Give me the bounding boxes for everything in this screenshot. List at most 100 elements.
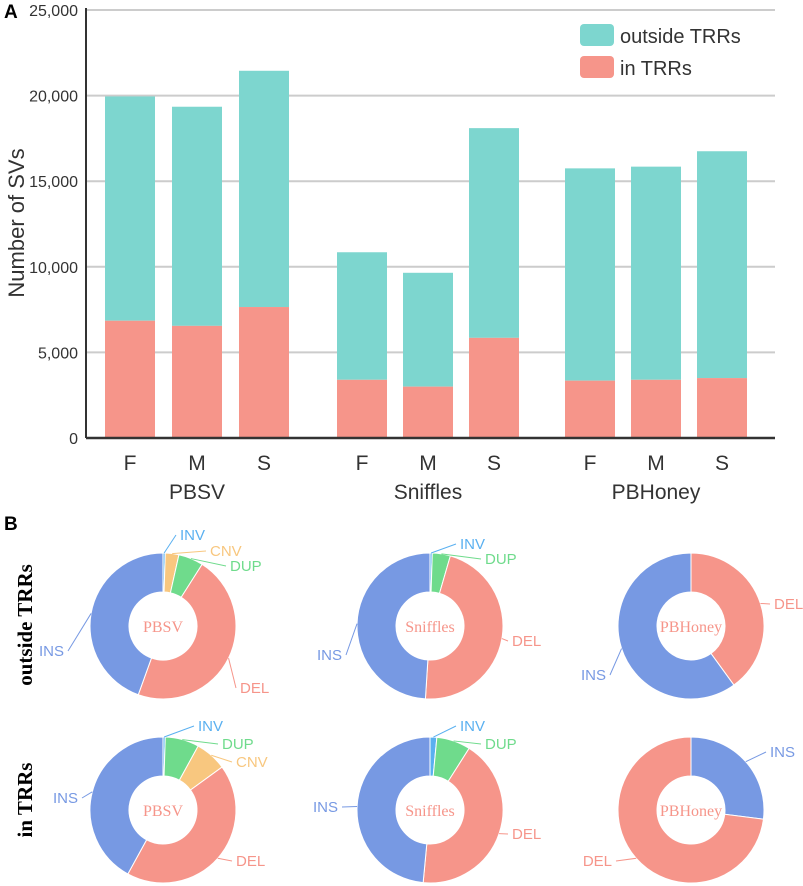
slice-label-cnv: CNV <box>236 754 268 771</box>
bar-in-trrs <box>172 325 222 438</box>
slice-label-del: DEL <box>512 633 541 650</box>
bar-outside-trrs <box>697 151 747 379</box>
y-tick-labels: 0 5,000 10,000 15,000 20,000 25,000 <box>29 3 78 448</box>
callout-line <box>190 558 227 567</box>
group-label: PBSV <box>169 481 225 504</box>
slice-label-del: DEL <box>512 826 541 843</box>
bar-outside-trrs <box>172 106 222 326</box>
axes <box>85 8 775 440</box>
x-tick-label: M <box>419 452 437 475</box>
panel-a-bar-chart: A Number of SVs 0 5,000 10,000 15,000 20,000… <box>4 2 775 504</box>
donut-center-label: PBSV <box>143 803 183 820</box>
slice-label-del: DEL <box>240 680 269 697</box>
donut-center-label: PBSV <box>143 619 183 636</box>
y-tick-label: 0 <box>69 431 78 448</box>
donut-center-label: PBHoney <box>660 803 722 820</box>
slice-label-ins: INS <box>39 643 64 660</box>
bar-in-trrs <box>565 380 615 438</box>
group-labels: PBSV Sniffles PBHoney <box>169 481 701 504</box>
y-tick-label: 10,000 <box>29 260 78 277</box>
slice-label-ins: INS <box>53 790 78 807</box>
slice-label-dup: DUP <box>485 736 517 753</box>
legend-label-in: in TRRs <box>620 58 692 80</box>
bar-outside-trrs <box>105 96 155 321</box>
slice-label-dup: DUP <box>485 551 517 568</box>
slice-label-del: DEL <box>236 853 265 870</box>
slice-label-ins: INS <box>770 744 795 761</box>
callout-line <box>345 623 358 656</box>
x-tick-label: F <box>584 452 597 475</box>
x-tick-label: M <box>647 452 665 475</box>
slice-label-cnv: CNV <box>210 543 242 560</box>
callout-line <box>609 648 623 676</box>
bar-outside-trrs <box>337 252 387 380</box>
donut-grid: PBSVINVCNVDUPINSDELSnifflesINVDUPINSDELP… <box>39 527 803 884</box>
bar-outside-trrs <box>565 168 615 381</box>
slice-label-del: DEL <box>774 596 803 613</box>
callout-line <box>211 754 233 763</box>
slice-label-ins: INS <box>313 799 338 816</box>
callout-line <box>453 740 482 745</box>
slice-del <box>617 736 764 884</box>
x-tick-label: S <box>487 452 501 475</box>
slice-label-inv: INV <box>180 527 205 544</box>
slice-ins <box>617 552 735 700</box>
callout-line <box>182 739 219 745</box>
callout-line <box>441 553 482 560</box>
x-tick-label: F <box>124 452 137 475</box>
y-tick-label: 25,000 <box>29 3 78 20</box>
legend-swatch-in <box>580 56 614 78</box>
bar-in-trrs <box>469 337 519 438</box>
x-tick-label: S <box>715 452 729 475</box>
callout-line <box>615 857 637 862</box>
callout-line <box>163 534 177 554</box>
panel-a-label: A <box>4 2 18 23</box>
slice-label-inv: INV <box>460 718 485 735</box>
callout-line <box>760 602 771 605</box>
slice-label-dup: DUP <box>230 558 262 575</box>
bar-outside-trrs <box>403 272 453 387</box>
group-label: PBHoney <box>612 481 701 504</box>
donut-center-label: Sniffles <box>405 803 454 820</box>
callout-line <box>430 543 457 554</box>
slice-del <box>127 766 237 884</box>
bar-in-trrs <box>105 320 155 438</box>
slice-del <box>424 555 504 700</box>
callout-line <box>172 550 207 555</box>
donut-center-label: Sniffles <box>405 619 454 636</box>
slice-label-inv: INV <box>198 718 223 735</box>
callout-line <box>163 725 195 738</box>
x-tick-label: S <box>257 452 271 475</box>
slice-label-ins: INS <box>581 667 606 684</box>
donut-pbhoney-outside: PBHoney DEL INS <box>581 552 803 700</box>
donut-pbhoney-in: PBHoney INS DEL <box>583 736 795 884</box>
y-axis-label: Number of SVs <box>4 148 29 297</box>
legend-swatch-outside <box>580 24 614 46</box>
callout-line <box>501 638 509 642</box>
callout-line <box>217 857 233 862</box>
donut-center-label: PBHoney <box>660 619 722 636</box>
row-label-in: in TRRs <box>13 763 37 838</box>
bar-in-trrs <box>403 386 453 438</box>
legend-label-outside: outside TRRs <box>620 26 741 48</box>
slice-ins <box>89 552 164 696</box>
legend: outside TRRs in TRRs <box>580 24 741 80</box>
bar-in-trrs <box>337 379 387 438</box>
slice-label-ins: INS <box>317 647 342 664</box>
slice-del <box>137 563 237 700</box>
bar-in-trrs <box>631 379 681 438</box>
slice-label-del: DEL <box>583 853 612 870</box>
slice-ins <box>356 552 431 700</box>
callout-line <box>228 657 237 689</box>
bar-outside-trrs <box>631 166 681 380</box>
callout-line <box>433 725 457 738</box>
y-tick-label: 15,000 <box>29 174 78 191</box>
callout-line <box>67 613 92 652</box>
slice-del <box>422 747 504 884</box>
slice-del <box>690 552 765 686</box>
bar-in-trrs <box>239 307 289 438</box>
